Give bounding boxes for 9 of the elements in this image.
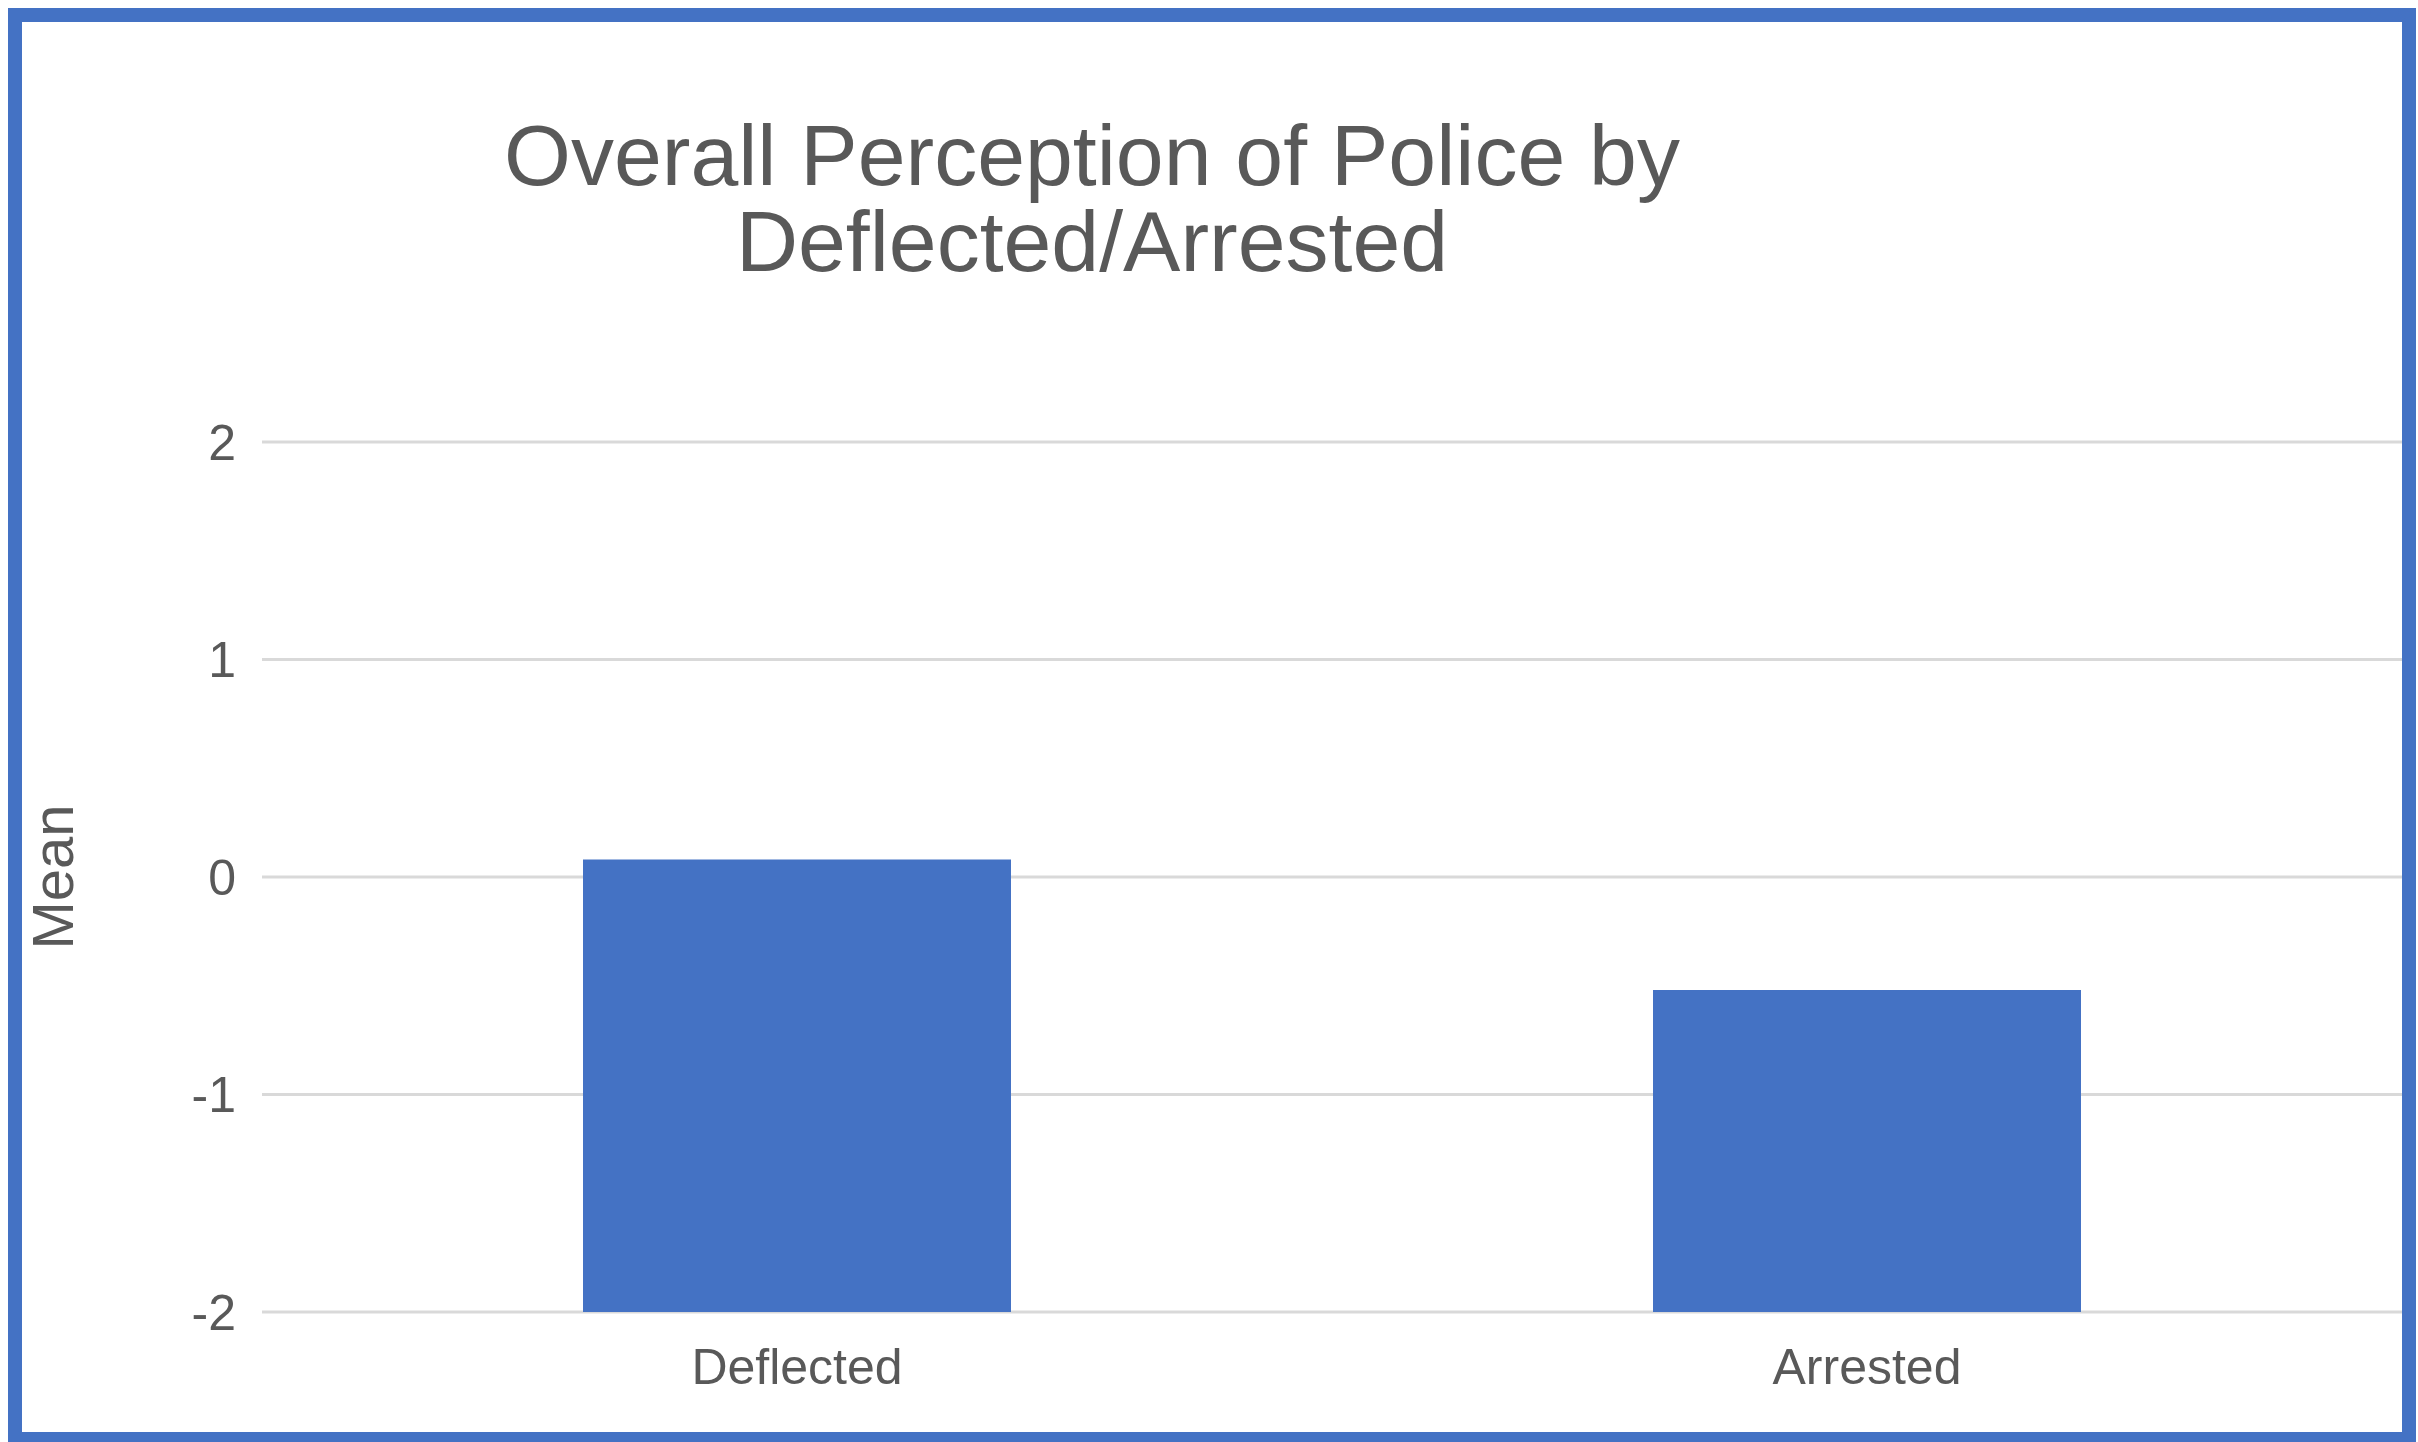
x-tick-label: Arrested [1772,1338,1962,1395]
x-tick-label: Deflected [691,1338,903,1395]
y-tick-label: -1 [191,1067,236,1124]
y-tick-label: 1 [208,632,236,689]
y-tick-label: -2 [191,1284,236,1341]
chart-title: Overall Perception of Police by Deflected/Arrested [503,107,1681,289]
y-axis-title: Mean [19,804,85,950]
y-tick-label: 0 [208,849,236,906]
y-tick-label: 2 [208,414,236,471]
